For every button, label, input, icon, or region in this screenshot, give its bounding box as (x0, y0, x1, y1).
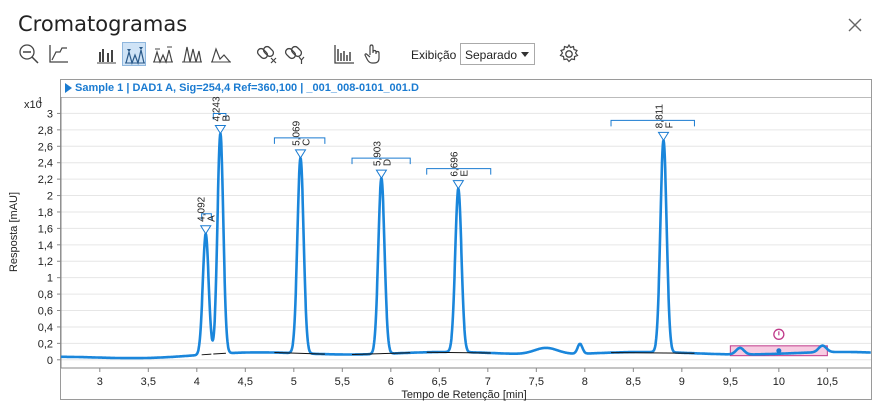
y-tick-label: 0 (47, 355, 53, 367)
baseline-icon[interactable] (209, 42, 233, 66)
peak-bracket (610, 119, 695, 127)
peak-name-label: E (459, 170, 470, 177)
peak-bracket (426, 168, 492, 175)
display-mode-value: Separado (465, 48, 518, 62)
region-marker-icon (773, 328, 785, 340)
y-tick-label: 1,2 (38, 256, 53, 268)
peak-rt-label: 5,903 (372, 141, 383, 166)
y-tick-label: 2,4 (38, 158, 53, 170)
integration-baseline (426, 351, 491, 354)
peak-name-label: C (302, 139, 313, 146)
peak-bracket (273, 137, 326, 144)
x-tick-label: 10,5 (817, 376, 838, 388)
peak-label-icon[interactable] (122, 42, 146, 66)
autoscale-icon[interactable] (46, 42, 70, 66)
unlink-x-icon[interactable] (255, 42, 279, 66)
peak-marker (657, 131, 670, 142)
y-tick-label: 2,2 (38, 174, 53, 186)
x-tick-label: 3,5 (141, 376, 156, 388)
sample-header[interactable]: Sample 1 | DAD1 A, Sig=254,4 Ref=360,100… (61, 80, 871, 98)
peak-marker (214, 124, 227, 135)
x-tick-label: 4 (194, 376, 200, 388)
chart-compare-icon[interactable] (332, 42, 356, 66)
zoom-out-icon[interactable] (17, 42, 41, 66)
expand-triangle-icon[interactable] (65, 83, 72, 93)
y-tick-label: 1 (47, 273, 53, 285)
integration-baseline (611, 352, 695, 354)
y-tick-label: 2 (47, 191, 53, 203)
peak-marker (199, 225, 212, 235)
x-tick-label: 6 (388, 376, 394, 388)
y-tick-label: 2,8 (38, 125, 53, 137)
y-tick-label: 1,4 (38, 240, 53, 252)
peak-name-label: F (665, 122, 676, 128)
y-tick-label: 1,8 (38, 207, 53, 219)
integration-baseline (274, 352, 325, 355)
peak-rt-label: 6,696 (449, 151, 460, 176)
peak-bracket (201, 213, 212, 220)
x-tick-label: 10 (773, 376, 785, 388)
x-tick-label: 7,5 (529, 376, 544, 388)
x-tick-label: 9 (679, 376, 685, 388)
y-exponent: 1 (38, 96, 43, 105)
integration-baseline (352, 352, 411, 355)
integration-baseline (213, 352, 226, 355)
signal-trace (60, 132, 872, 360)
y-tick-label: 0,8 (38, 289, 53, 301)
close-icon[interactable] (846, 16, 864, 34)
peak-name-label: D (382, 159, 393, 166)
x-tick-label: 5 (291, 376, 297, 388)
peak-marker (375, 169, 388, 180)
integration-baseline (201, 353, 212, 356)
region-center-dot (776, 348, 782, 354)
peak-bars-icon[interactable] (94, 42, 118, 66)
unlink-y-icon[interactable] (283, 42, 307, 66)
x-tick-label: 7 (485, 376, 491, 388)
x-tick-label: 5,5 (335, 376, 350, 388)
peak-rt-label: 5,069 (292, 120, 303, 145)
y-tick-label: 1,6 (38, 223, 53, 235)
x-tick-label: 4,5 (238, 376, 253, 388)
x-tick-label: 8,5 (626, 376, 641, 388)
peak-name-label: B (221, 114, 232, 121)
y-tick-label: 0,6 (38, 306, 53, 318)
chevron-down-icon (521, 52, 529, 57)
window-title: Cromatogramas (18, 12, 188, 36)
gear-icon[interactable] (557, 42, 581, 66)
peak-bracket (351, 157, 411, 165)
y-tick-label: 0,4 (38, 322, 53, 334)
x-tick-label: 6,5 (432, 376, 447, 388)
peak-marker (452, 180, 465, 190)
toolbar: Exibição Separado (0, 40, 883, 70)
y-tick-label: 2,6 (38, 141, 53, 153)
x-tick-label: 8 (582, 376, 588, 388)
peak-rt-label: 4,092 (197, 196, 208, 221)
window-titlebar: Cromatogramas (0, 0, 883, 40)
integration-icon[interactable] (151, 42, 175, 66)
sample-header-text: Sample 1 | DAD1 A, Sig=254,4 Ref=360,100… (75, 82, 419, 94)
y-multiplier: x10 (24, 99, 42, 111)
x-tick-label: 9,5 (723, 376, 738, 388)
y-axis-title: Resposta [mAU] (8, 192, 20, 272)
y-tick-label: 3 (47, 108, 53, 120)
overlay-peaks-icon[interactable] (180, 42, 204, 66)
peak-rt-label: 4,243 (211, 96, 222, 121)
chromatogram-panel: Sample 1 | DAD1 A, Sig=254,4 Ref=360,100… (60, 79, 872, 400)
peak-name-label: A (207, 215, 218, 222)
display-mode-select[interactable]: Separado (460, 43, 535, 65)
display-label: Exibição (411, 48, 457, 62)
touch-icon[interactable] (360, 42, 384, 66)
x-tick-label: 3 (97, 376, 103, 388)
peak-bracket (212, 112, 227, 120)
peak-marker (294, 149, 307, 159)
peak-rt-label: 8,811 (655, 104, 666, 129)
y-tick-label: 0,2 (38, 338, 53, 350)
x-axis-title: Tempo de Retenção [min] (401, 389, 526, 401)
